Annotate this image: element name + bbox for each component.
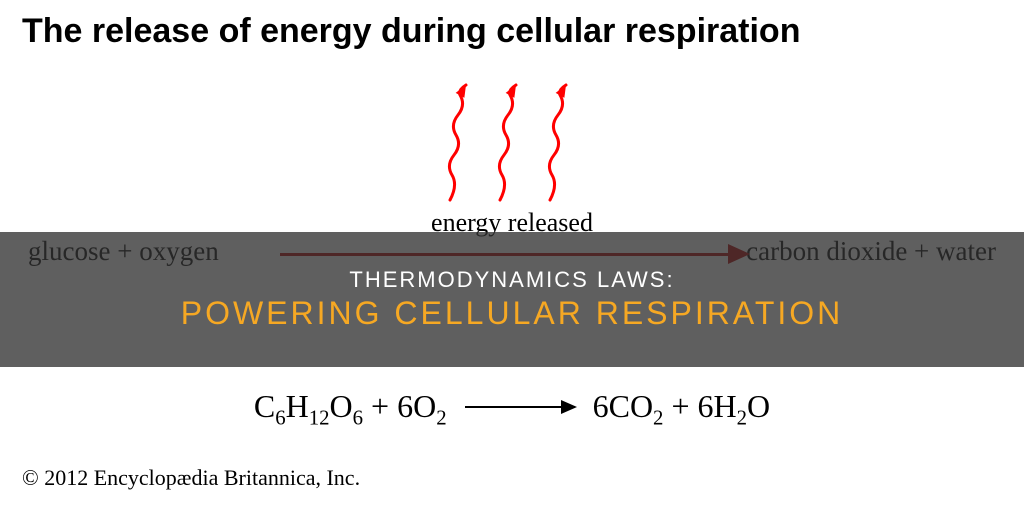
copyright-text: © 2012 Encyclopædia Britannica, Inc. bbox=[22, 465, 360, 491]
energy-wavy-arrows bbox=[420, 80, 620, 210]
chem-rhs: 6CO2 + 6H2O bbox=[593, 388, 771, 424]
overlay-line1: THERMODYNAMICS LAWS: bbox=[349, 267, 674, 293]
chem-arrow bbox=[465, 406, 575, 408]
page-title: The release of energy during cellular re… bbox=[22, 12, 800, 51]
overlay-line2: POWERING CELLULAR RESPIRATION bbox=[181, 295, 844, 332]
chem-lhs: C6H12O6 + 6O2 bbox=[254, 388, 447, 424]
chemical-equation: C6H12O6 + 6O2 6CO2 + 6H2O bbox=[0, 388, 1024, 430]
overlay-banner: THERMODYNAMICS LAWS: POWERING CELLULAR R… bbox=[0, 232, 1024, 367]
